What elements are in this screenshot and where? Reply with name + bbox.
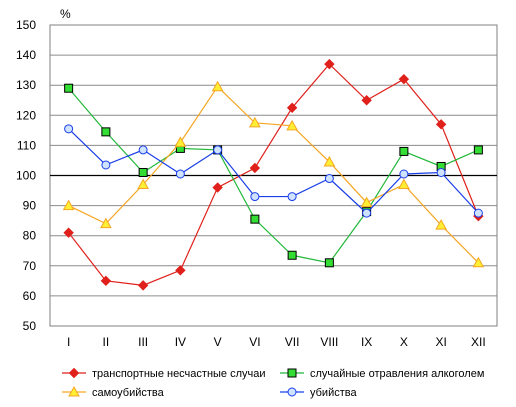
data-point xyxy=(138,167,148,177)
data-point xyxy=(360,196,373,208)
data-point xyxy=(473,145,483,155)
data-point xyxy=(398,73,410,85)
series-circle xyxy=(64,124,483,218)
data-point xyxy=(473,208,483,218)
series-line xyxy=(68,87,479,264)
data-point xyxy=(472,256,485,268)
data-point xyxy=(138,145,148,155)
y-tick-label: 140 xyxy=(16,48,36,62)
data-point xyxy=(137,178,149,190)
y-tick-label: 90 xyxy=(23,199,37,213)
data-point xyxy=(399,146,409,156)
data-point xyxy=(175,265,186,276)
legend: транспортные несчастные случаи случайные … xyxy=(62,367,484,399)
series-triangle xyxy=(62,80,485,268)
data-point xyxy=(323,155,336,167)
legend-item: случайные отравления алкоголем xyxy=(280,368,484,380)
x-tick-label: XII xyxy=(471,335,486,349)
x-tick-label: III xyxy=(138,335,148,349)
x-tick-label: XI xyxy=(435,335,446,349)
x-tick-label: V xyxy=(214,335,222,349)
data-point xyxy=(287,250,297,260)
y-tick-label: 100 xyxy=(16,169,36,183)
data-point xyxy=(286,119,298,131)
data-point xyxy=(324,174,334,184)
x-tick-label: I xyxy=(67,335,70,349)
x-tick-label: VII xyxy=(285,335,300,349)
data-point xyxy=(324,58,335,70)
data-point xyxy=(63,227,74,238)
y-tick-label: 110 xyxy=(17,138,36,152)
data-point xyxy=(64,124,74,134)
legend-item: убийства xyxy=(280,387,357,399)
x-axis-ticks: I II III IV V VI VII VIII IX X XI XII xyxy=(67,335,486,349)
data-point xyxy=(212,182,223,193)
data-point xyxy=(101,127,111,137)
data-point xyxy=(362,208,372,218)
x-tick-label: X xyxy=(400,335,408,349)
x-tick-label: VI xyxy=(249,335,260,349)
series-square xyxy=(64,83,483,268)
legend-label: убийства xyxy=(310,387,357,399)
data-point xyxy=(324,258,334,268)
legend-marker xyxy=(68,367,80,379)
x-tick-label: II xyxy=(103,335,110,349)
plot-frame xyxy=(49,24,498,327)
x-tick-label: IV xyxy=(175,335,186,349)
data-point xyxy=(174,136,187,147)
data-point xyxy=(287,192,297,202)
data-point xyxy=(435,219,447,230)
data-point xyxy=(249,116,261,128)
data-point xyxy=(436,167,446,177)
data-point xyxy=(286,102,298,113)
data-point xyxy=(64,83,74,93)
data-point xyxy=(399,169,409,179)
series-line xyxy=(68,85,479,264)
series-diamond xyxy=(63,58,484,291)
data-point xyxy=(62,199,75,211)
data-point xyxy=(435,119,447,130)
legend-marker xyxy=(287,387,297,397)
y-tick-label: 60 xyxy=(23,289,37,303)
legend-label: случайные отравления алкоголем xyxy=(310,368,484,380)
legend-item: транспортные несчастные случаи xyxy=(62,367,266,380)
data-point xyxy=(213,145,223,155)
data-point xyxy=(100,275,112,287)
data-point xyxy=(101,160,111,170)
data-point xyxy=(250,214,260,224)
legend-marker xyxy=(68,385,80,397)
legend-label: самоубийства xyxy=(92,387,165,399)
data-point xyxy=(398,178,410,190)
data-point xyxy=(250,192,260,202)
y-tick-label: 70 xyxy=(23,259,37,273)
y-axis-unit-label: % xyxy=(60,7,71,21)
y-axis-ticks: 50 60 70 80 90 100 110 120 130 140 150 xyxy=(16,18,36,333)
y-tick-label: 150 xyxy=(16,18,36,32)
data-point xyxy=(175,169,185,179)
y-tick-label: 50 xyxy=(23,319,37,333)
x-tick-label: VIII xyxy=(320,335,338,349)
data-point xyxy=(137,280,149,291)
legend-marker xyxy=(287,368,297,378)
legend-label: транспортные несчастные случаи xyxy=(92,368,266,380)
legend-item: самоубийства xyxy=(62,385,165,399)
data-point xyxy=(100,217,112,229)
y-tick-label: 130 xyxy=(16,78,36,92)
series-line xyxy=(68,63,479,286)
y-tick-label: 120 xyxy=(16,108,36,122)
series-lines xyxy=(62,58,485,291)
data-point xyxy=(361,95,372,106)
series-line xyxy=(68,128,479,214)
data-point xyxy=(211,80,224,92)
y-tick-label: 80 xyxy=(23,229,37,243)
data-point xyxy=(249,162,261,174)
x-tick-label: IX xyxy=(361,335,372,349)
